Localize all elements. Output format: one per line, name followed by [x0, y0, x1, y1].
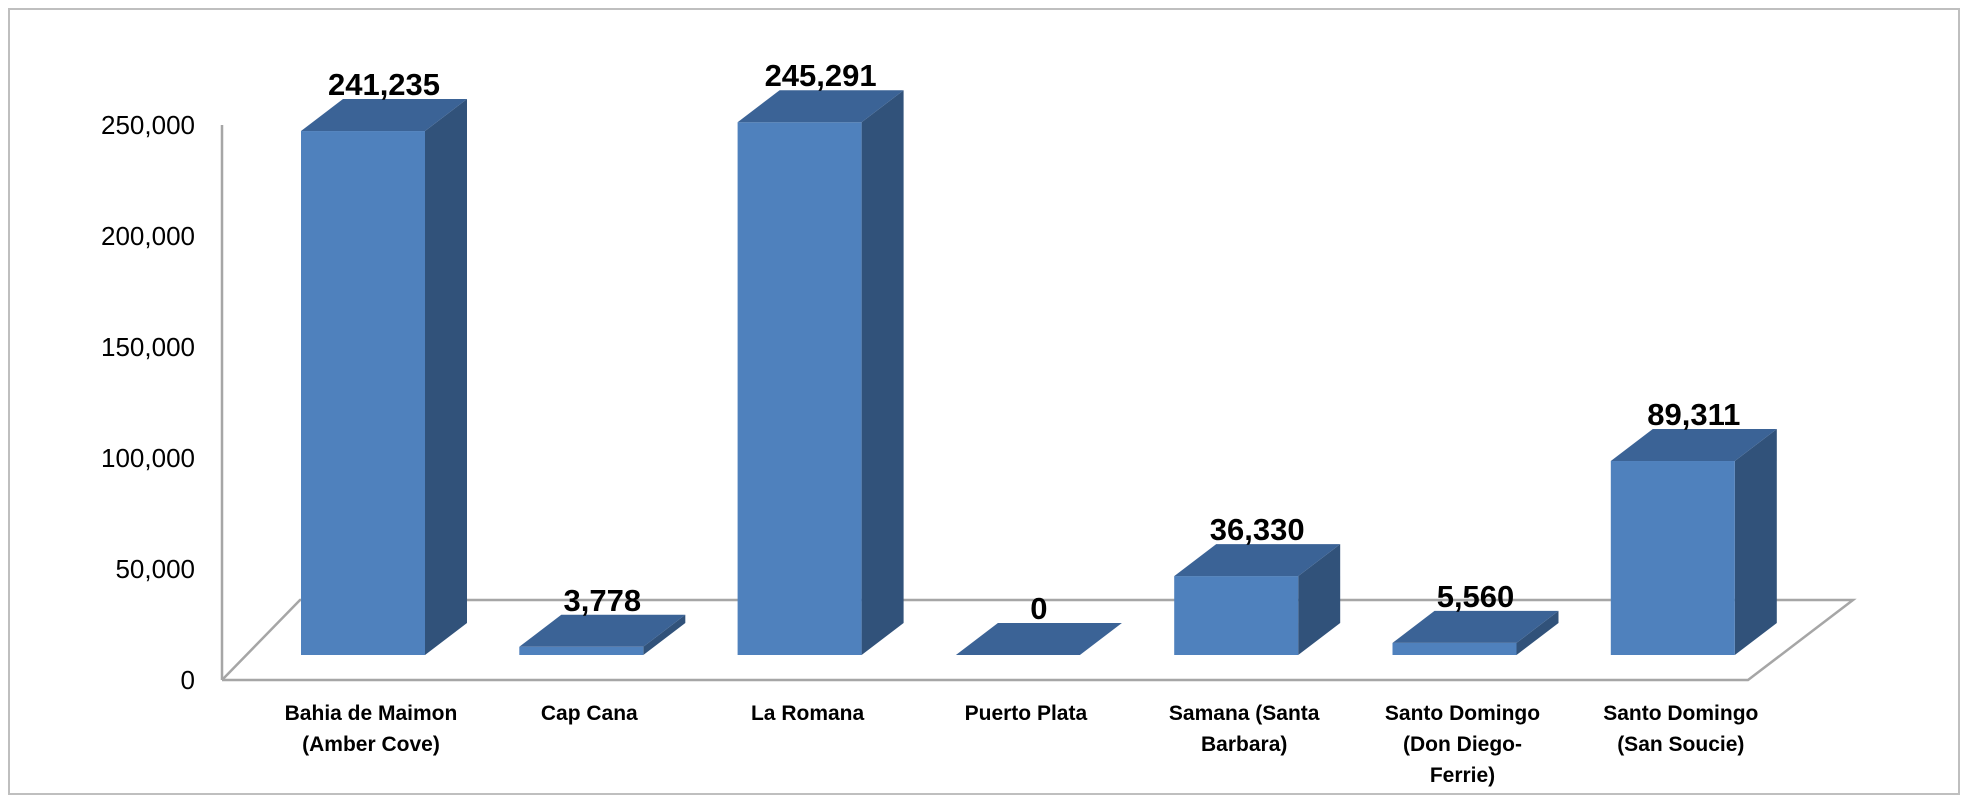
bar — [519, 614, 686, 655]
bar-top-face — [1174, 544, 1341, 577]
data-label: 241,235 — [328, 67, 440, 102]
bar — [301, 99, 467, 655]
bar-front-face — [301, 131, 425, 655]
data-label: 0 — [1030, 591, 1047, 626]
data-label: 89,311 — [1647, 397, 1740, 432]
bar — [737, 90, 904, 655]
chart-floor — [221, 598, 1857, 682]
x-tick-label: Bahia de Maimon (Amber Cove) — [285, 702, 458, 756]
y-tick-label: 150,000 — [101, 332, 195, 362]
x-axis-tick-labels: Bahia de Maimon (Amber Cove) Cap Cana La Ro… — [285, 702, 1759, 787]
x-tick-label: Cap Cana — [541, 702, 638, 725]
bar — [955, 623, 1122, 655]
bar-front-face — [737, 122, 862, 655]
bar-top-face — [301, 99, 467, 132]
y-tick-label: 50,000 — [115, 554, 195, 584]
bar — [1392, 610, 1559, 655]
data-label: 5,560 — [1437, 579, 1515, 614]
bar-top-face — [1392, 610, 1559, 643]
chart-walls — [220, 125, 1857, 682]
bar-side-face — [1734, 429, 1777, 655]
bar-top-face — [955, 623, 1122, 655]
x-tick-label: Samana (Santa Barbara) — [1169, 702, 1320, 756]
bar — [1610, 429, 1777, 655]
bar-front-face — [1392, 642, 1517, 655]
bar-top-face — [737, 90, 904, 123]
y-tick-label: 100,000 — [101, 443, 195, 473]
y-tick-label: 250,000 — [101, 110, 195, 140]
x-tick-label: Puerto Plata — [965, 702, 1088, 725]
bar-side-face — [643, 614, 686, 655]
bar-front-face — [1174, 576, 1299, 655]
data-labels: 241,235 3,778 245,291 0 36,330 5,560 89,311 — [328, 58, 1740, 626]
y-tick-label: 200,000 — [101, 221, 195, 251]
y-tick-label: 0 — [181, 665, 195, 695]
data-label: 36,330 — [1210, 512, 1305, 547]
data-label: 3,778 — [564, 583, 642, 618]
y-axis-tick-labels: 0 50,000 100,000 150,000 200,000 250,000 — [101, 110, 195, 695]
bars — [301, 90, 1777, 655]
bar-top-face — [1610, 429, 1777, 462]
x-tick-label: La Romana — [751, 702, 865, 725]
bar-front-face — [519, 646, 644, 655]
bar-side-face — [861, 90, 904, 655]
bar — [1174, 544, 1341, 655]
x-tick-label: Santo Domingo (San Soucie) — [1603, 702, 1758, 756]
bar-front-face — [1610, 461, 1735, 655]
bar-side-face — [1516, 610, 1559, 655]
bar-side-face — [1298, 544, 1341, 655]
bar-top-face — [519, 614, 686, 647]
bar-side-face — [425, 99, 467, 655]
x-tick-label: Santo Domingo (Don Diego-Ferrie) — [1385, 702, 1540, 787]
data-label: 245,291 — [765, 58, 877, 93]
